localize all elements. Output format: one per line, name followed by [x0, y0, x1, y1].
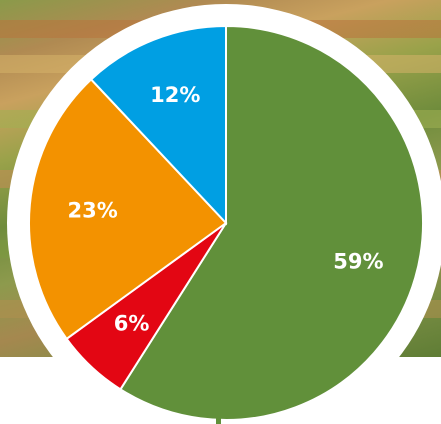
pie-slice-label: 59%: [333, 249, 383, 273]
pie-slices: [28, 24, 424, 421]
pie-labels: 59% 6% 23% 12%: [68, 83, 384, 336]
pie-slice: [89, 24, 227, 226]
pie-slice-label: 12%: [150, 83, 200, 107]
pie-slice-label: 6%: [114, 312, 150, 336]
pie-slice-label: 23%: [68, 198, 118, 222]
pie-stem-mark: [216, 411, 221, 424]
pie-slice: [28, 77, 228, 341]
